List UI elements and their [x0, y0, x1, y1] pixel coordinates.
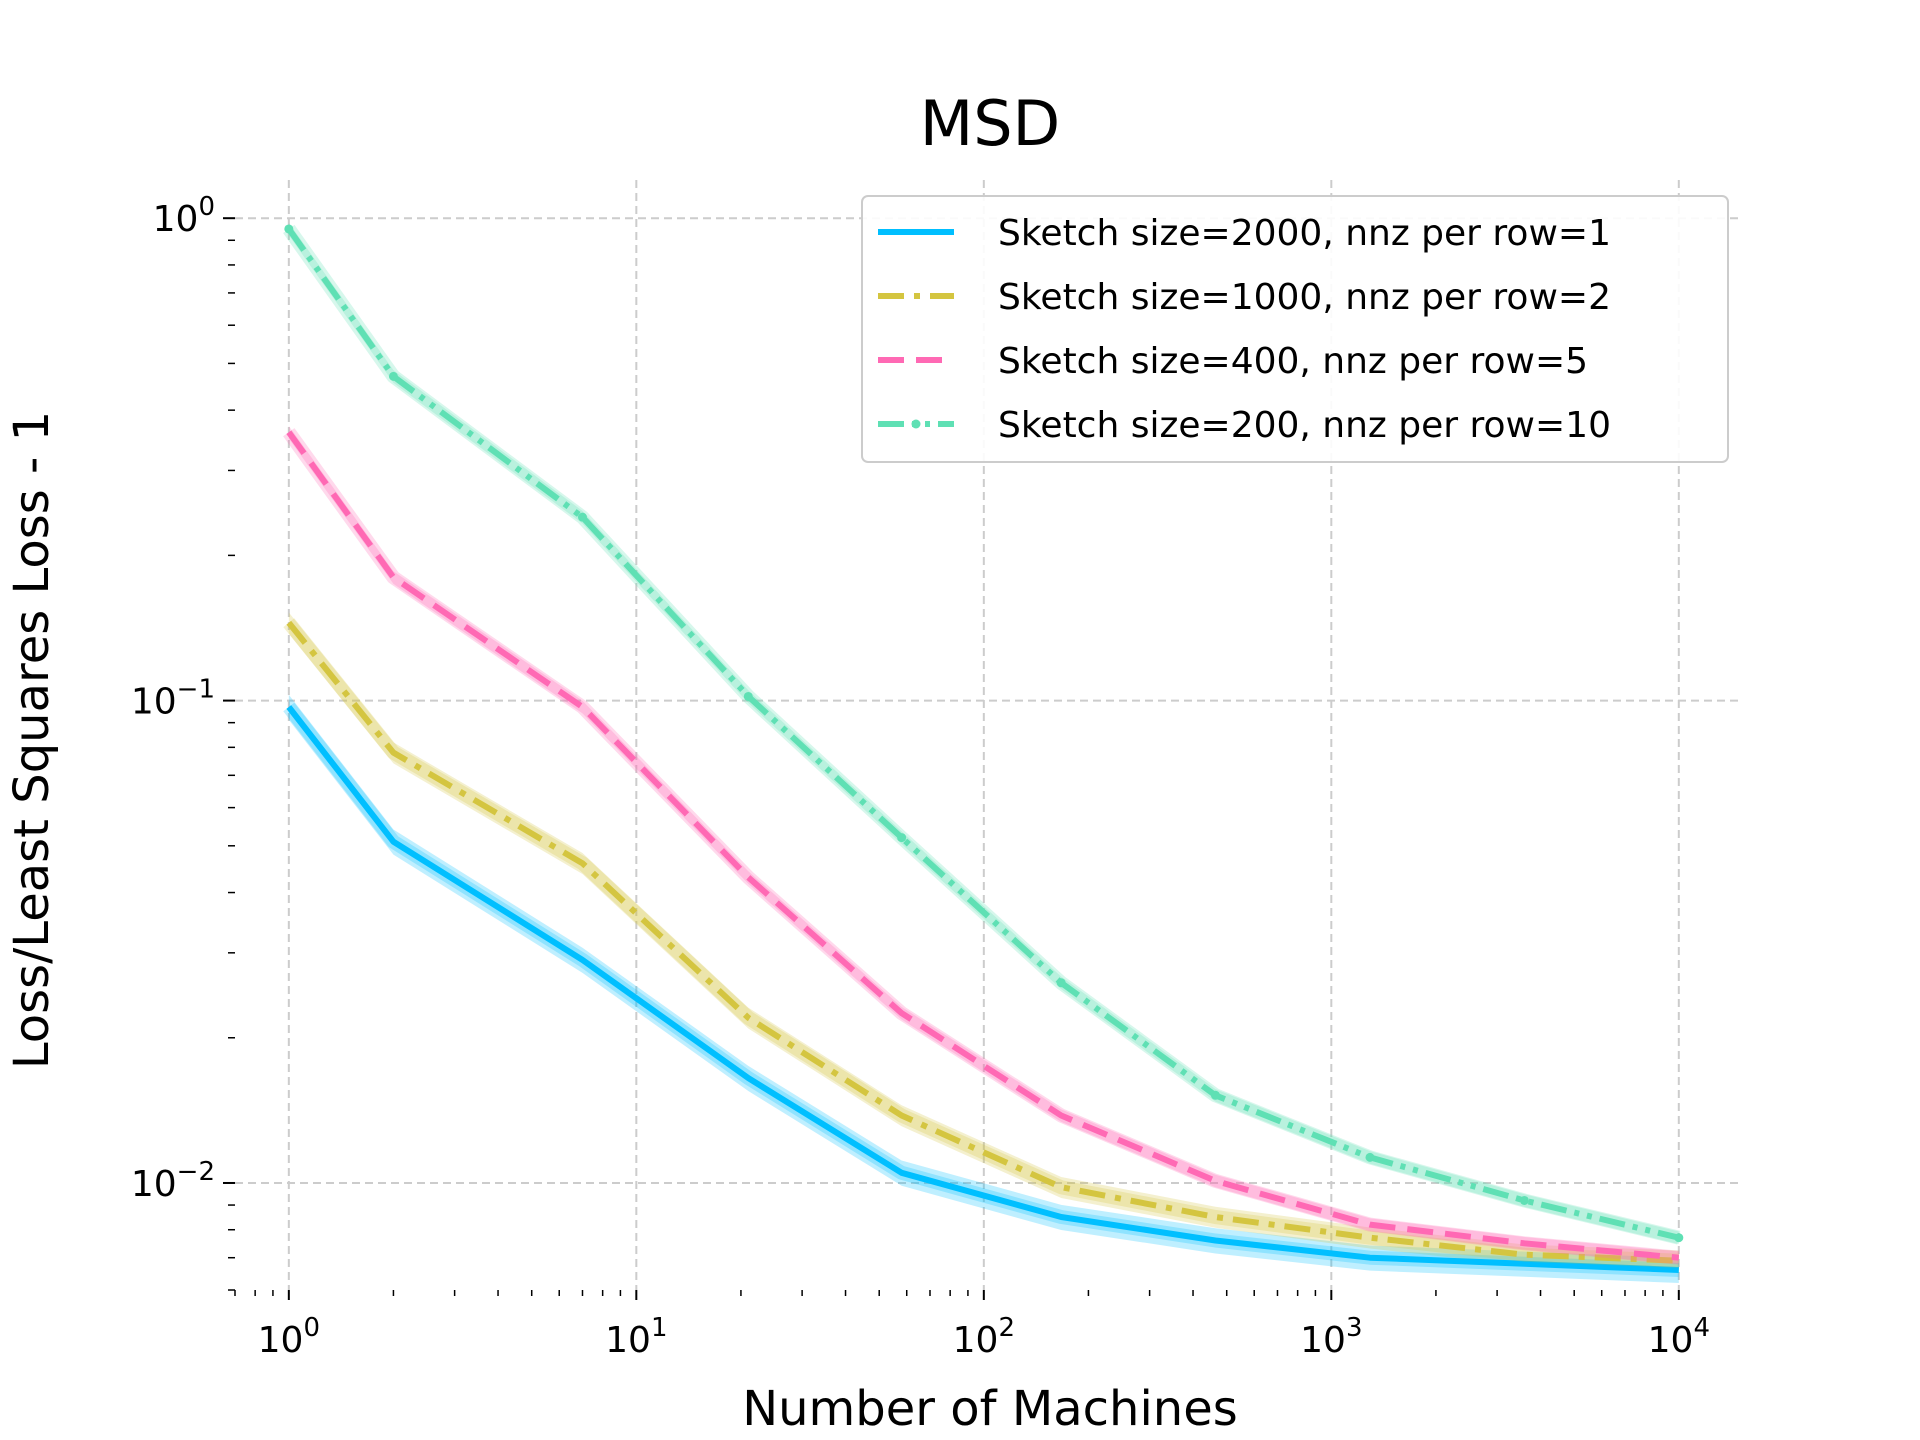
- y-tick-label: 10−1: [131, 675, 215, 723]
- chart-title: MSD: [920, 87, 1061, 160]
- y-tick-label: 100: [153, 192, 215, 240]
- series-point: [1519, 1195, 1529, 1205]
- legend-label: Sketch size=200, nnz per row=10: [998, 405, 1611, 446]
- series-point: [897, 833, 907, 843]
- series-point: [1056, 978, 1066, 988]
- x-tick-label: 100: [258, 1313, 320, 1361]
- legend-label: Sketch size=1000, nnz per row=2: [998, 277, 1611, 318]
- series-point: [1210, 1090, 1220, 1100]
- series-line: [286, 705, 1679, 1273]
- series-line: [286, 430, 1680, 1261]
- y-tick-label: 10−2: [131, 1157, 215, 1205]
- series-point: [1365, 1152, 1375, 1162]
- series-lines: [283, 224, 1684, 1277]
- series-line: [286, 620, 1679, 1264]
- x-tick-label: 101: [605, 1313, 667, 1361]
- legend-box: [861, 195, 1729, 463]
- y-axis-title: Loss/Least Squares Loss - 1: [4, 411, 60, 1069]
- x-tick-label: 102: [953, 1313, 1015, 1361]
- x-tick-label: 104: [1648, 1313, 1710, 1361]
- legend: Sketch size=2000, nnz per row=1 Sketch si…: [861, 195, 1729, 463]
- x-tick-label: 103: [1300, 1313, 1362, 1361]
- x-axis-title: Number of Machines: [742, 1381, 1238, 1437]
- series-point: [577, 512, 587, 522]
- series-point: [743, 691, 753, 701]
- legend-label: Sketch size=400, nnz per row=5: [998, 341, 1588, 382]
- axis-ticks: 100 101 102 103 104 10−2 10−1 100: [131, 192, 1710, 1361]
- series-point: [388, 371, 398, 381]
- series-point: [1674, 1233, 1684, 1243]
- series-point: [284, 224, 294, 234]
- legend-label: Sketch size=2000, nnz per row=1: [998, 213, 1611, 254]
- legend-marker: [911, 419, 921, 429]
- series-line: [286, 227, 1680, 1241]
